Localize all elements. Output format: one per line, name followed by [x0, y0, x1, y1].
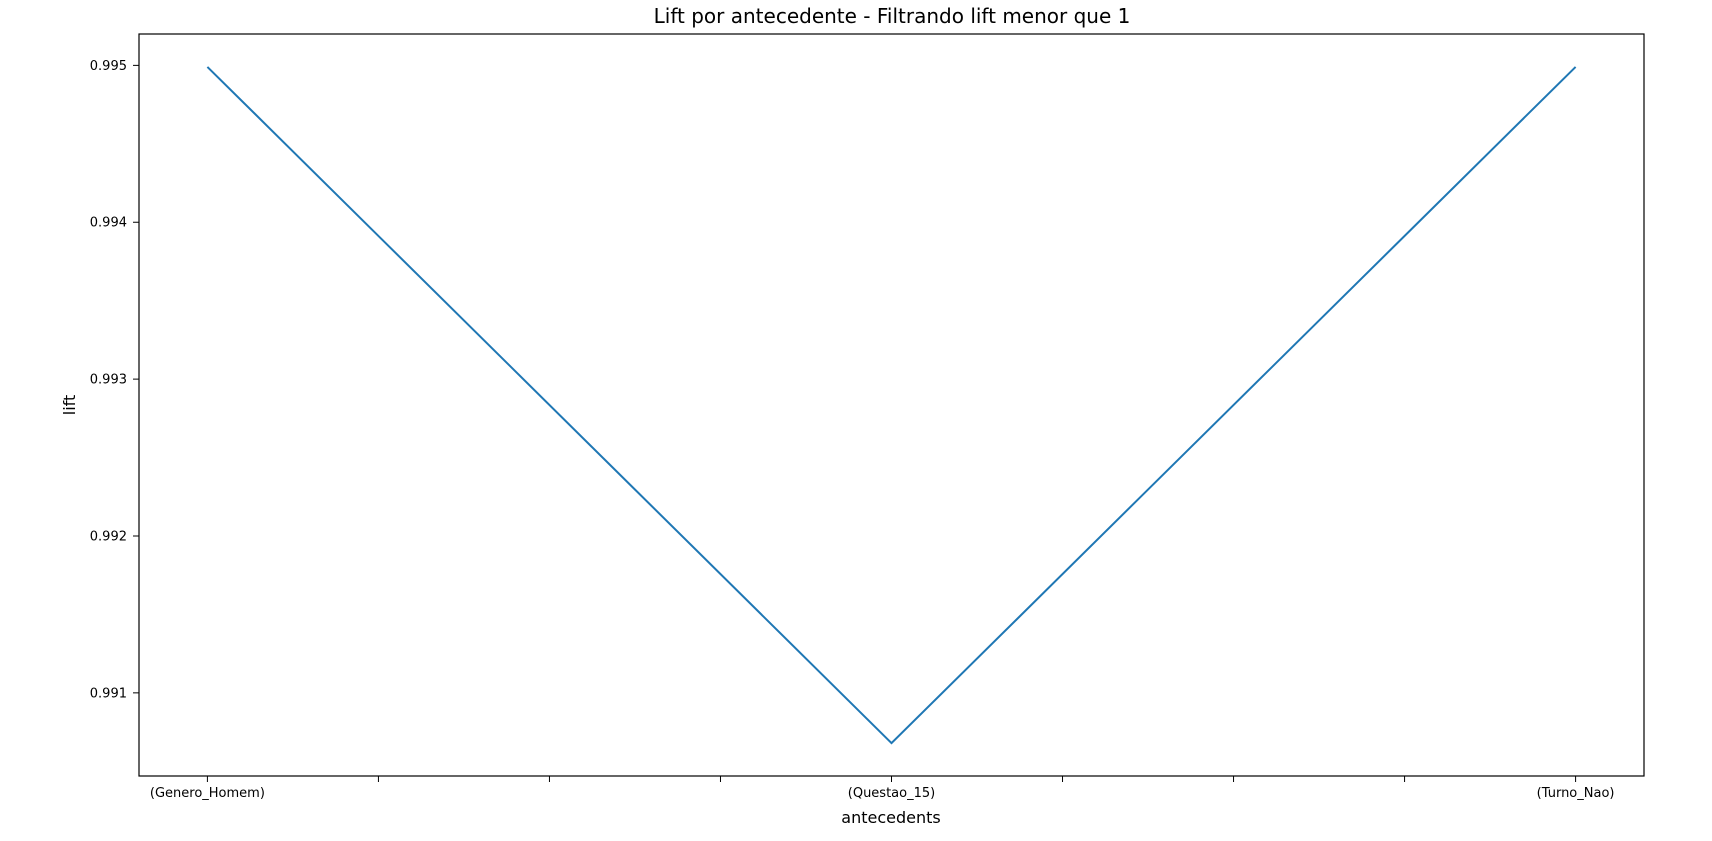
y-axis-label: lift [60, 395, 79, 416]
y-tick-label: 0.993 [90, 373, 127, 388]
plot-frame [138, 33, 1645, 777]
series-layer [206, 66, 1577, 745]
x-axis-label: antecedents [841, 808, 940, 827]
ticks-layer: 0.991 0.992 0.993 0.994 0.995 (Genero_Homem) (… [90, 59, 1615, 801]
x-tick-label: (Genero_Homem) [150, 786, 265, 801]
series-line-0 [206, 66, 1577, 745]
y-tick-label: 0.992 [90, 529, 127, 544]
y-tick-label: 0.995 [90, 59, 127, 74]
x-tick-label: (Turno_Nao) [1537, 786, 1615, 801]
x-tick-label: (Questao_15) [848, 786, 935, 801]
chart-title: Lift por antecedente - Filtrando lift me… [654, 4, 1131, 28]
y-tick-label: 0.991 [90, 686, 127, 701]
y-tick-label: 0.994 [90, 216, 127, 231]
